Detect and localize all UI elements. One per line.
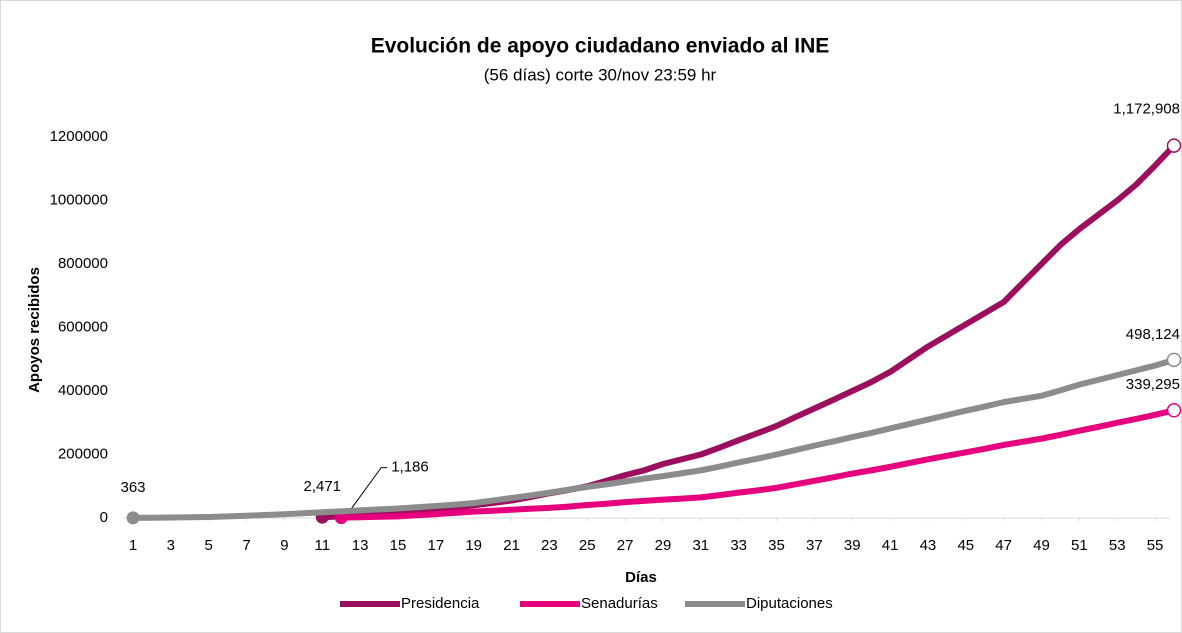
- data-label: 1,186: [391, 459, 429, 476]
- y-tick-label: 400000: [58, 382, 108, 399]
- chart-subtitle: (56 días) corte 30/nov 23:59 hr: [484, 65, 717, 84]
- legend-label: Presidencia: [401, 595, 480, 612]
- x-tick-label: 13: [352, 537, 369, 554]
- x-tick-label: 11: [314, 537, 330, 554]
- x-tick-label: 7: [242, 537, 250, 554]
- x-tick-label: 19: [465, 537, 482, 554]
- x-tick-label: 9: [280, 537, 288, 554]
- x-tick-label: 21: [503, 537, 520, 554]
- x-tick-label: 33: [730, 537, 747, 554]
- x-tick-label: 29: [655, 537, 672, 554]
- data-label: 2,471: [303, 478, 341, 495]
- chart-title: Evolución de apoyo ciudadano enviado al …: [371, 35, 830, 58]
- x-tick-label: 3: [167, 537, 175, 554]
- x-tick-label: 5: [205, 537, 213, 554]
- data-label: 498,124: [1126, 326, 1180, 343]
- y-tick-label: 1000000: [50, 191, 108, 208]
- x-tick-label: 37: [806, 537, 823, 554]
- x-tick-label: 49: [1033, 537, 1050, 554]
- y-tick-label: 1200000: [50, 128, 108, 145]
- y-tick-label: 200000: [58, 445, 108, 462]
- y-tick-label: 800000: [58, 255, 108, 272]
- point-marker: [1166, 403, 1182, 418]
- x-tick-label: 35: [768, 537, 785, 554]
- y-axis-title: Apoyos recibidos: [26, 267, 43, 393]
- legend-label: Senadurías: [581, 595, 658, 612]
- y-tick-label: 0: [100, 509, 108, 526]
- leader-line: [348, 467, 382, 512]
- x-tick-label: 51: [1071, 537, 1088, 554]
- x-tick-label: 31: [692, 537, 709, 554]
- x-tick-label: 55: [1147, 537, 1164, 554]
- point-marker: [1166, 352, 1182, 368]
- x-tick-label: 47: [995, 537, 1012, 554]
- series-line: [341, 407, 1175, 521]
- x-tick-label: 27: [617, 537, 634, 554]
- point-marker: [126, 511, 140, 525]
- point-marker: [1166, 138, 1182, 153]
- x-tick-label: 45: [957, 537, 974, 554]
- legend-label: Diputaciones: [746, 595, 833, 612]
- y-tick-label: 600000: [58, 318, 108, 335]
- x-tick-label: 1: [129, 537, 137, 554]
- data-label: 339,295: [1126, 376, 1180, 393]
- series-line: [132, 356, 1175, 521]
- x-tick-label: 23: [541, 537, 558, 554]
- x-axis-title: Días: [625, 569, 657, 586]
- data-label: 363: [120, 479, 145, 496]
- x-tick-label: 39: [844, 537, 861, 554]
- x-tick-label: 43: [920, 537, 937, 554]
- x-tick-label: 17: [427, 537, 444, 554]
- data-label: 1,172,908: [1113, 101, 1180, 118]
- x-tick-label: 41: [882, 537, 899, 554]
- x-tick-label: 15: [390, 537, 407, 554]
- x-tick-label: 25: [579, 537, 596, 554]
- x-tick-label: 53: [1109, 537, 1126, 554]
